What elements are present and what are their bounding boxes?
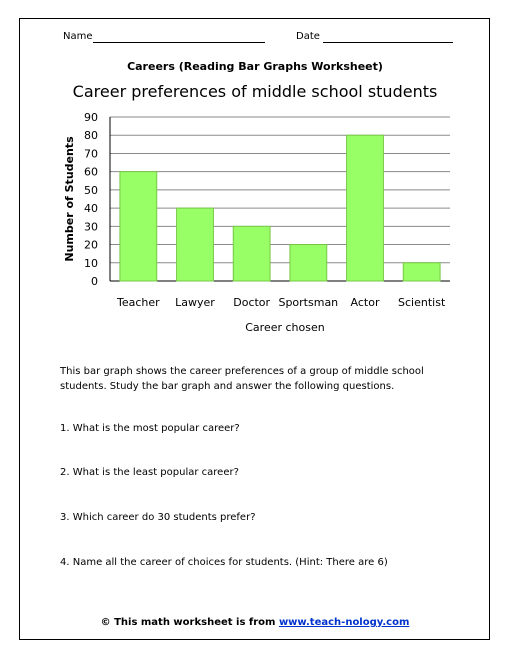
worksheet-title: Careers (Reading Bar Graphs Worksheet) <box>127 60 383 73</box>
y-tick-label: 0 <box>91 275 98 288</box>
name-field[interactable] <box>93 42 265 43</box>
x-tick-label: Sportsman <box>278 296 338 309</box>
y-tick-label: 50 <box>84 184 98 197</box>
chart-title: Career preferences of middle school stud… <box>72 82 438 101</box>
question-3: 3. Which career do 30 students prefer? <box>60 512 256 523</box>
name-label: Name <box>63 31 93 42</box>
y-tick-label: 60 <box>84 166 98 179</box>
page-border <box>19 18 490 640</box>
name-date-row: Name Date <box>63 31 453 45</box>
y-tick-label: 90 <box>84 111 98 124</box>
description-text: This bar graph shows the career preferen… <box>60 366 424 392</box>
footer: © This math worksheet is from www.teach-… <box>0 617 510 628</box>
y-tick-label: 40 <box>84 202 98 215</box>
date-label: Date <box>296 31 320 42</box>
bar <box>176 207 214 282</box>
x-tick-label: Lawyer <box>175 296 215 309</box>
x-tick-label: Actor <box>351 296 380 309</box>
y-tick-label: 10 <box>84 257 98 270</box>
bar <box>346 134 384 282</box>
x-tick-label: Scientist <box>398 296 446 309</box>
x-axis-label: Career chosen <box>245 321 325 334</box>
date-field[interactable] <box>323 42 453 43</box>
y-tick-label: 30 <box>84 220 98 233</box>
question-1: 1. What is the most popular career? <box>60 423 240 434</box>
y-tick-label: 70 <box>84 147 98 160</box>
x-tick-label: Doctor <box>233 296 270 309</box>
y-axis-label: Number of Students <box>63 136 76 262</box>
bar <box>119 171 158 282</box>
bar <box>232 225 271 282</box>
footer-link[interactable]: www.teach-nology.com <box>278 617 410 628</box>
bar-chart: 0 10 20 30 40 50 60 70 80 90 Teacher Lawyer Doctor Sp… <box>63 111 450 334</box>
x-tick-label: Teacher <box>116 296 160 309</box>
y-tick-label: 20 <box>84 239 98 252</box>
bar <box>402 262 441 282</box>
question-4: 4. Name all the career of choices for st… <box>60 557 388 568</box>
footer-copyright: © This math worksheet is from <box>100 617 279 628</box>
y-tick-label: 80 <box>84 129 98 142</box>
question-2: 2. What is the least popular career? <box>60 467 239 478</box>
bar <box>289 244 328 282</box>
